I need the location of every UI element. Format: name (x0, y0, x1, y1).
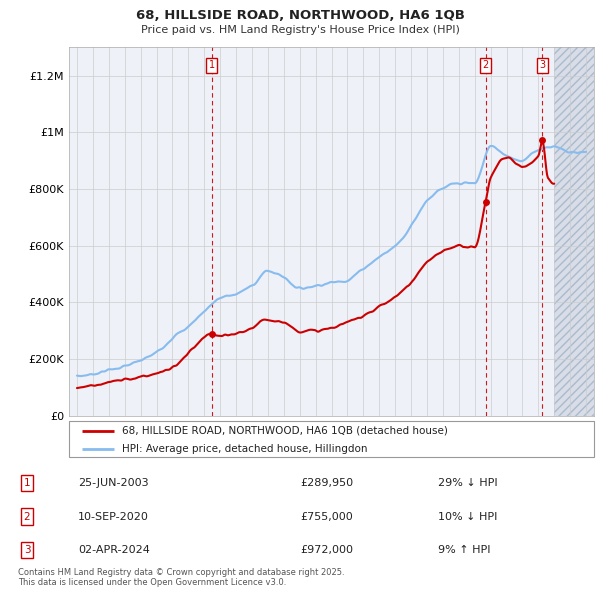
Text: 1: 1 (23, 478, 31, 488)
Text: 3: 3 (23, 545, 31, 555)
Text: £755,000: £755,000 (300, 512, 353, 522)
Text: 2: 2 (23, 512, 31, 522)
Bar (554, 47, 594, 416)
Text: Contains HM Land Registry data © Crown copyright and database right 2025.
This d: Contains HM Land Registry data © Crown c… (18, 568, 344, 587)
Text: £972,000: £972,000 (300, 545, 353, 555)
Text: 3: 3 (539, 60, 545, 70)
Text: 02-APR-2024: 02-APR-2024 (78, 545, 150, 555)
Text: 25-JUN-2003: 25-JUN-2003 (78, 478, 149, 488)
Text: 10% ↓ HPI: 10% ↓ HPI (438, 512, 497, 522)
Text: 29% ↓ HPI: 29% ↓ HPI (438, 478, 497, 488)
Text: Price paid vs. HM Land Registry's House Price Index (HPI): Price paid vs. HM Land Registry's House … (140, 25, 460, 35)
Text: 2: 2 (482, 60, 489, 70)
Text: £289,950: £289,950 (300, 478, 353, 488)
Text: 68, HILLSIDE ROAD, NORTHWOOD, HA6 1QB (detached house): 68, HILLSIDE ROAD, NORTHWOOD, HA6 1QB (d… (121, 426, 448, 436)
Text: HPI: Average price, detached house, Hillingdon: HPI: Average price, detached house, Hill… (121, 444, 367, 454)
Text: 10-SEP-2020: 10-SEP-2020 (78, 512, 149, 522)
Text: 9% ↑ HPI: 9% ↑ HPI (438, 545, 491, 555)
FancyBboxPatch shape (69, 421, 594, 457)
Text: 68, HILLSIDE ROAD, NORTHWOOD, HA6 1QB: 68, HILLSIDE ROAD, NORTHWOOD, HA6 1QB (136, 9, 464, 22)
Text: 1: 1 (209, 60, 215, 70)
